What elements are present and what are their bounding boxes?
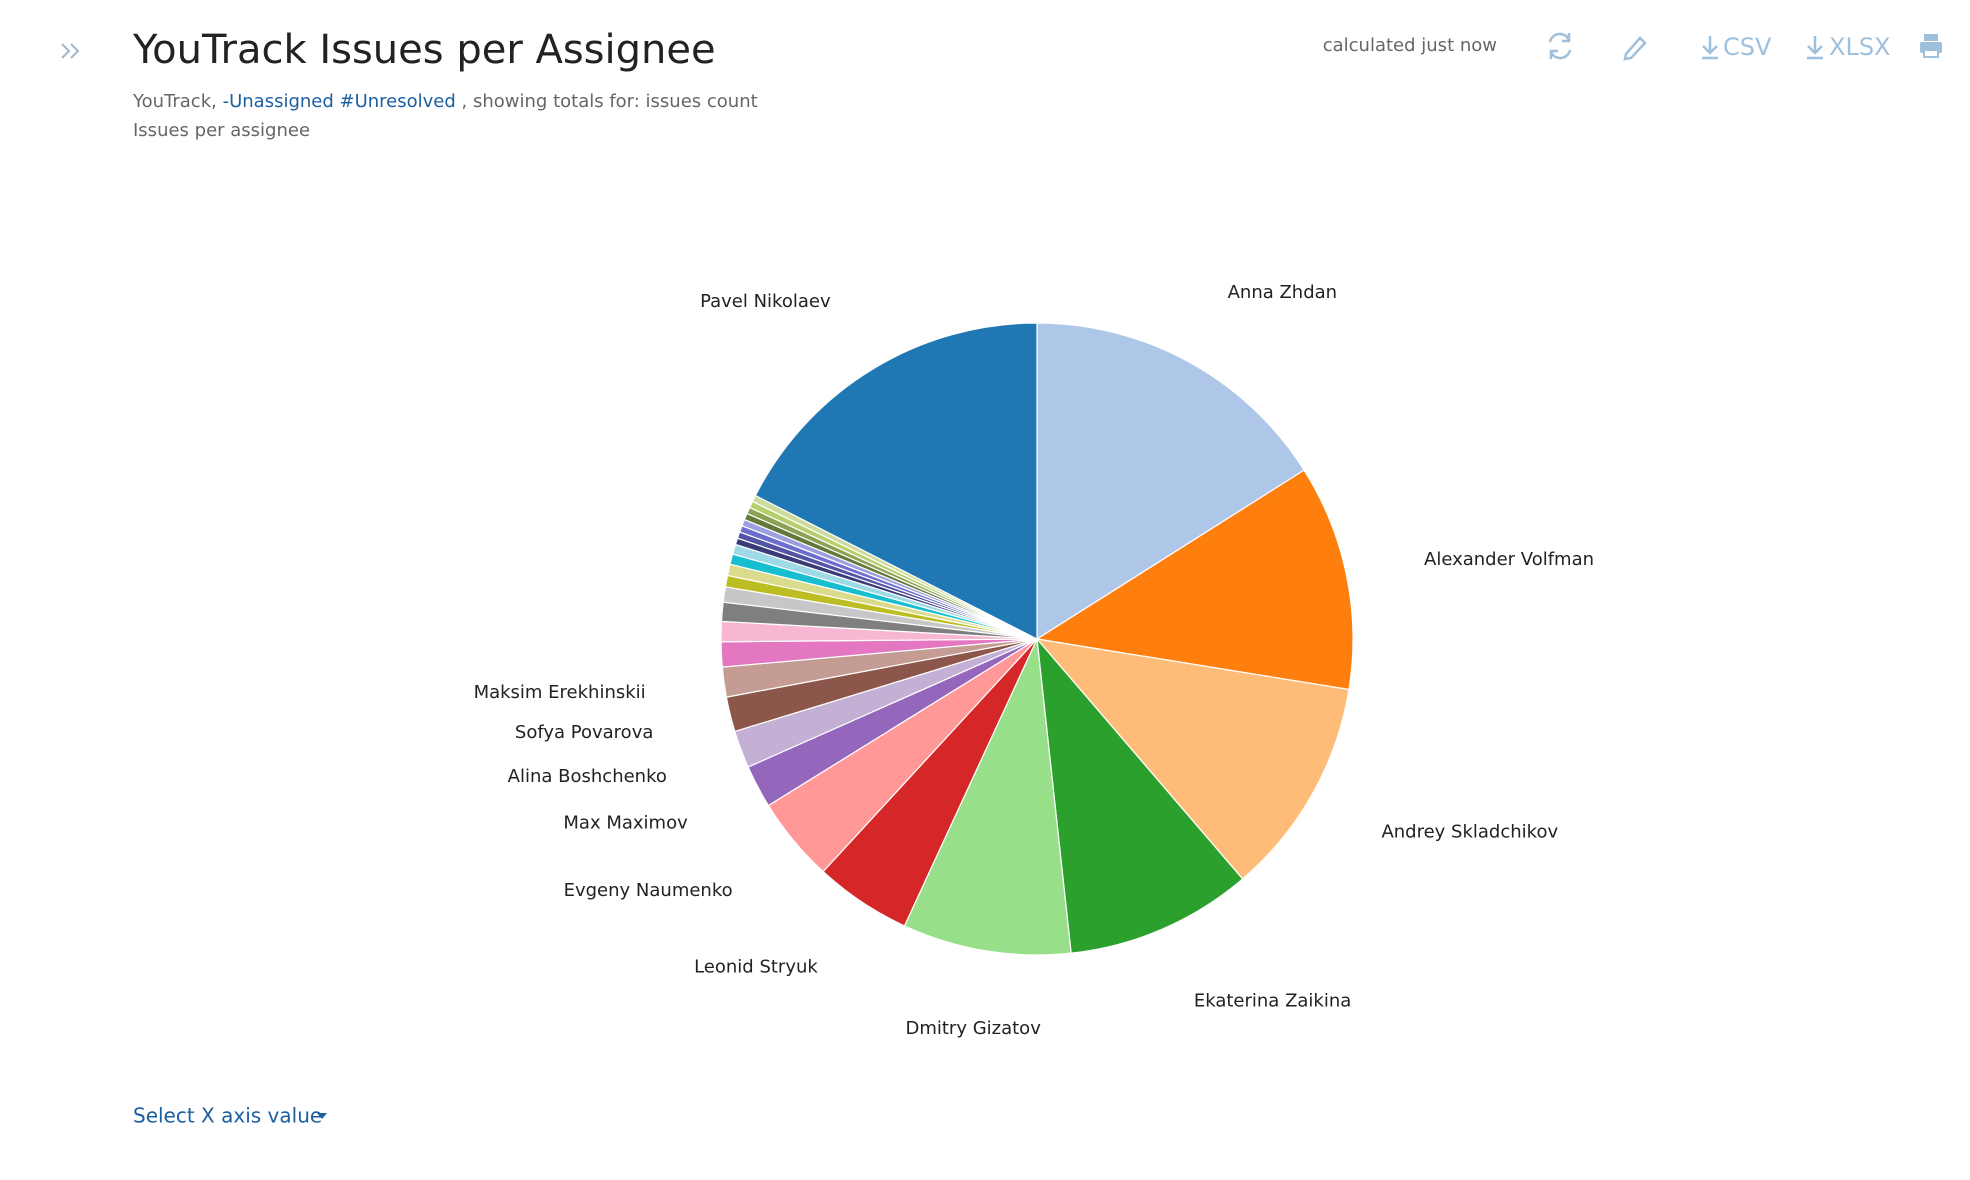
x-axis-select[interactable]: Select X axis value [133, 1104, 327, 1128]
slice-label: Alina Boshchenko [508, 766, 667, 787]
subtitle: YouTrack, -Unassigned #Unresolved , show… [132, 91, 758, 112]
status: calculated just now [1323, 35, 1497, 56]
slice-label: Anna Zhdan [1228, 282, 1338, 303]
download-icon[interactable] [1702, 36, 1718, 60]
select-label[interactable]: Select X axis value [133, 1104, 322, 1128]
slice-label: Max Maximov [563, 813, 688, 834]
print-icon-top[interactable] [1924, 34, 1938, 41]
slice-label: Andrey Skladchikov [1381, 821, 1558, 842]
dropdown-caret[interactable] [317, 1113, 327, 1119]
slice-label: Sofya Povarova [515, 722, 653, 743]
refresh-button[interactable] [1548, 32, 1572, 60]
refresh-icon[interactable] [1548, 32, 1572, 60]
slice-label: Alexander Volfman [1424, 549, 1594, 570]
expand-icon[interactable] [61, 43, 80, 59]
refresh-arrows[interactable] [1549, 33, 1571, 59]
csv-button[interactable]: CSV [1702, 33, 1772, 61]
slice-label: Evgeny Naumenko [564, 880, 733, 901]
slice-label: Dmitry Gizatov [905, 1018, 1041, 1039]
edit-button[interactable] [1623, 36, 1647, 61]
pie-slice [1035, 469, 1354, 691]
pie-slice [903, 636, 1072, 956]
slice-label: Leonid Stryuk [694, 957, 818, 978]
sidebar-toggle[interactable] [61, 43, 80, 59]
slice-label: Maksim Erekhinskii [474, 682, 646, 703]
csv-label[interactable]: CSV [1723, 33, 1772, 61]
xlsx-label[interactable]: XLSX [1829, 33, 1891, 61]
subtitle-suffix: , showing totals for: issues count [462, 91, 758, 112]
pie-slice [1036, 637, 1244, 954]
pie-chart: Anna Zhdan Alexander Volfman Andrey Skladc… [474, 282, 1594, 1039]
download-icon[interactable] [1807, 36, 1823, 60]
title: YouTrack Issues per Assignee [132, 27, 716, 73]
subtitle-prefix: YouTrack, [132, 91, 217, 112]
print-icon-paper[interactable] [1923, 49, 1939, 58]
pie-slice [1036, 322, 1305, 641]
pie-slice [754, 322, 1038, 640]
slice-label: Pavel Nikolaev [700, 291, 831, 312]
xlsx-button[interactable]: XLSX [1807, 33, 1891, 61]
edit-icon[interactable] [1623, 36, 1647, 61]
query-link[interactable]: -Unassigned #Unresolved [223, 91, 456, 112]
pie-slice [1035, 638, 1350, 880]
slice-label: Ekaterina Zaikina [1194, 991, 1351, 1012]
description: Issues per assignee [133, 120, 310, 141]
print-button[interactable] [1920, 34, 1942, 58]
